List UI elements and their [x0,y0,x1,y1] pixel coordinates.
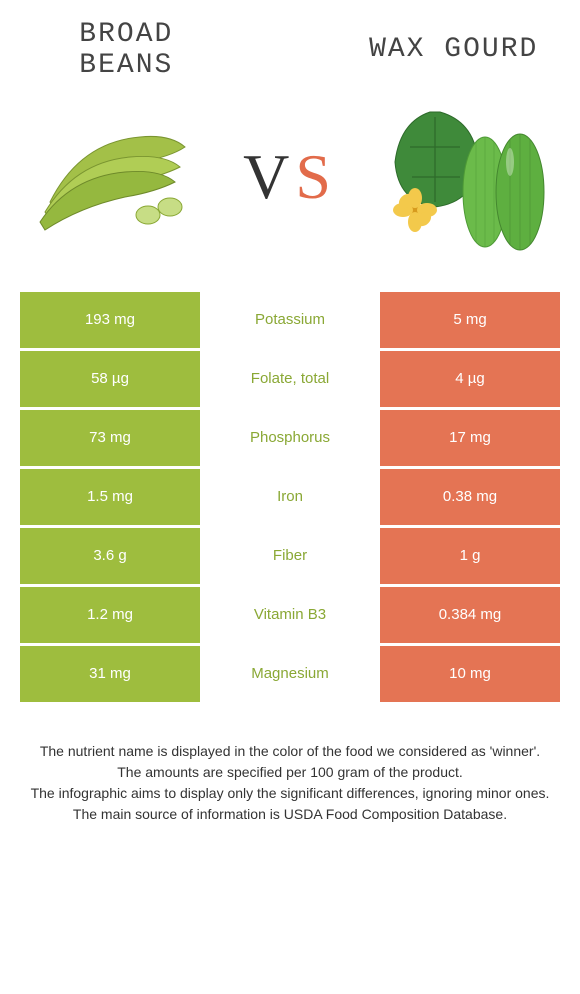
table-row: 58 µgFolate, total4 µg [20,351,560,407]
table-row: 1.5 mgIron0.38 mg [20,469,560,525]
left-value: 193 mg [20,292,200,348]
nutrient-label: Iron [200,469,380,525]
left-value: 73 mg [20,410,200,466]
footer-notes: The nutrient name is displayed in the co… [0,705,580,825]
vs-label: VS [243,140,337,214]
right-value: 0.384 mg [380,587,560,643]
broad-beans-image [30,92,200,262]
right-value: 5 mg [380,292,560,348]
table-row: 1.2 mgVitamin B30.384 mg [20,587,560,643]
vs-v: V [243,140,295,214]
right-value: 17 mg [380,410,560,466]
footer-line: The amounts are specified per 100 gram o… [20,762,560,783]
footer-line: The nutrient name is displayed in the co… [20,741,560,762]
table-row: 3.6 gFiber1 g [20,528,560,584]
left-food-title: Broad beans [30,20,223,82]
header: Broad beans Wax gourd [0,0,580,92]
vs-s: S [295,140,337,214]
right-value: 10 mg [380,646,560,702]
wax-gourd-image [380,92,550,262]
nutrient-label: Potassium [200,292,380,348]
table-row: 31 mgMagnesium10 mg [20,646,560,702]
table-row: 73 mgPhosphorus17 mg [20,410,560,466]
left-value: 58 µg [20,351,200,407]
right-food-title: Wax gourd [357,35,550,66]
nutrient-label: Folate, total [200,351,380,407]
right-value: 4 µg [380,351,560,407]
nutrient-label: Fiber [200,528,380,584]
table-row: 193 mgPotassium5 mg [20,292,560,348]
nutrient-label: Magnesium [200,646,380,702]
footer-line: The infographic aims to display only the… [20,783,560,804]
images-row: VS [0,92,580,292]
left-value: 1.2 mg [20,587,200,643]
nutrient-label: Phosphorus [200,410,380,466]
left-value: 31 mg [20,646,200,702]
left-value: 3.6 g [20,528,200,584]
footer-line: The main source of information is USDA F… [20,804,560,825]
nutrient-label: Vitamin B3 [200,587,380,643]
right-value: 1 g [380,528,560,584]
nutrient-table: 193 mgPotassium5 mg58 µgFolate, total4 µ… [0,292,580,702]
left-value: 1.5 mg [20,469,200,525]
right-value: 0.38 mg [380,469,560,525]
